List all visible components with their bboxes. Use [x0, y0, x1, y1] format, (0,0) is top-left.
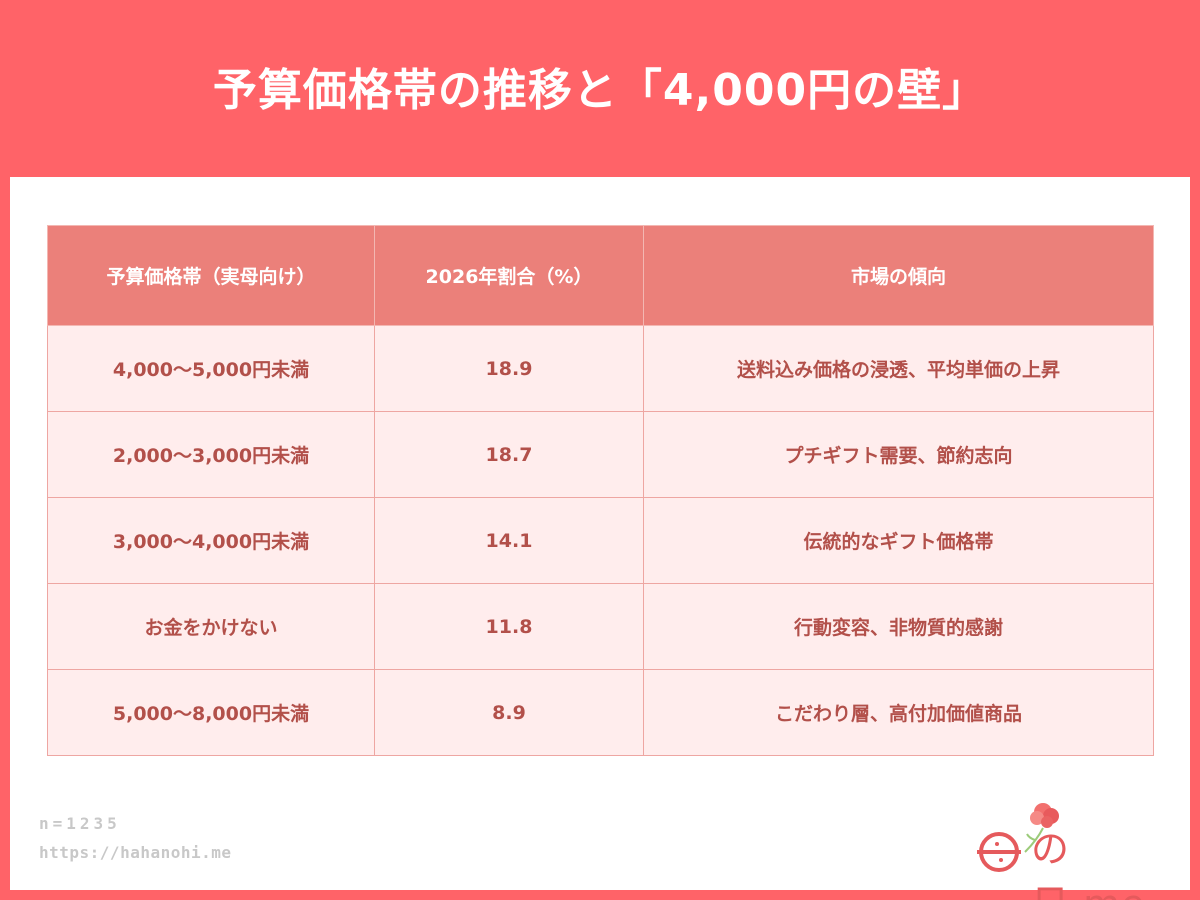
page-title: 予算価格帯の推移と「4,000円の壁」 [212, 64, 988, 116]
logo-text: の日.me [1031, 827, 1144, 900]
cell-trend: こだわり層、高付加価値商品 [643, 669, 1154, 756]
cell-trend: プチギフト需要、節約志向 [643, 411, 1154, 498]
table-header-row: 予算価格帯（実母向け） 2026年割合（%） 市場の傾向 [47, 225, 1154, 326]
column-header-share: 2026年割合（%） [374, 225, 644, 326]
table-row: お金をかけない 11.8 行動変容、非物質的感謝 [47, 583, 1154, 670]
cell-trend: 伝統的なギフト価格帯 [643, 497, 1154, 584]
site-logo: の日.me [973, 800, 1173, 900]
budget-table: 予算価格帯（実母向け） 2026年割合（%） 市場の傾向 4,000〜5,000… [47, 225, 1154, 756]
cell-share: 8.9 [374, 669, 644, 756]
carnation-flower-icon [977, 803, 1059, 872]
source-url: https://hahanohi.me [39, 843, 232, 862]
cell-trend: 送料込み価格の浸透、平均単価の上昇 [643, 325, 1154, 412]
content-panel: 予算価格帯（実母向け） 2026年割合（%） 市場の傾向 4,000〜5,000… [10, 177, 1190, 900]
table-row: 2,000〜3,000円未満 18.7 プチギフト需要、節約志向 [47, 411, 1154, 498]
footer-info: n=1235 https://hahanohi.me [39, 814, 232, 862]
column-header-budget-band: 予算価格帯（実母向け） [47, 225, 375, 326]
cell-share: 11.8 [374, 583, 644, 670]
cell-budget-band: 2,000〜3,000円未満 [47, 411, 375, 498]
title-bar: 予算価格帯の推移と「4,000円の壁」 [0, 0, 1200, 177]
column-header-trend: 市場の傾向 [643, 225, 1154, 326]
cell-share: 14.1 [374, 497, 644, 584]
cell-budget-band: 5,000〜8,000円未満 [47, 669, 375, 756]
cell-share: 18.7 [374, 411, 644, 498]
table-row: 4,000〜5,000円未満 18.9 送料込み価格の浸透、平均単価の上昇 [47, 325, 1154, 412]
cell-trend: 行動変容、非物質的感謝 [643, 583, 1154, 670]
table-row: 5,000〜8,000円未満 8.9 こだわり層、高付加価値商品 [47, 669, 1154, 756]
cell-budget-band: 3,000〜4,000円未満 [47, 497, 375, 584]
sample-size: n=1235 [39, 814, 121, 833]
table-row: 3,000〜4,000円未満 14.1 伝統的なギフト価格帯 [47, 497, 1154, 584]
cell-budget-band: お金をかけない [47, 583, 375, 670]
cell-budget-band: 4,000〜5,000円未満 [47, 325, 375, 412]
cell-share: 18.9 [374, 325, 644, 412]
